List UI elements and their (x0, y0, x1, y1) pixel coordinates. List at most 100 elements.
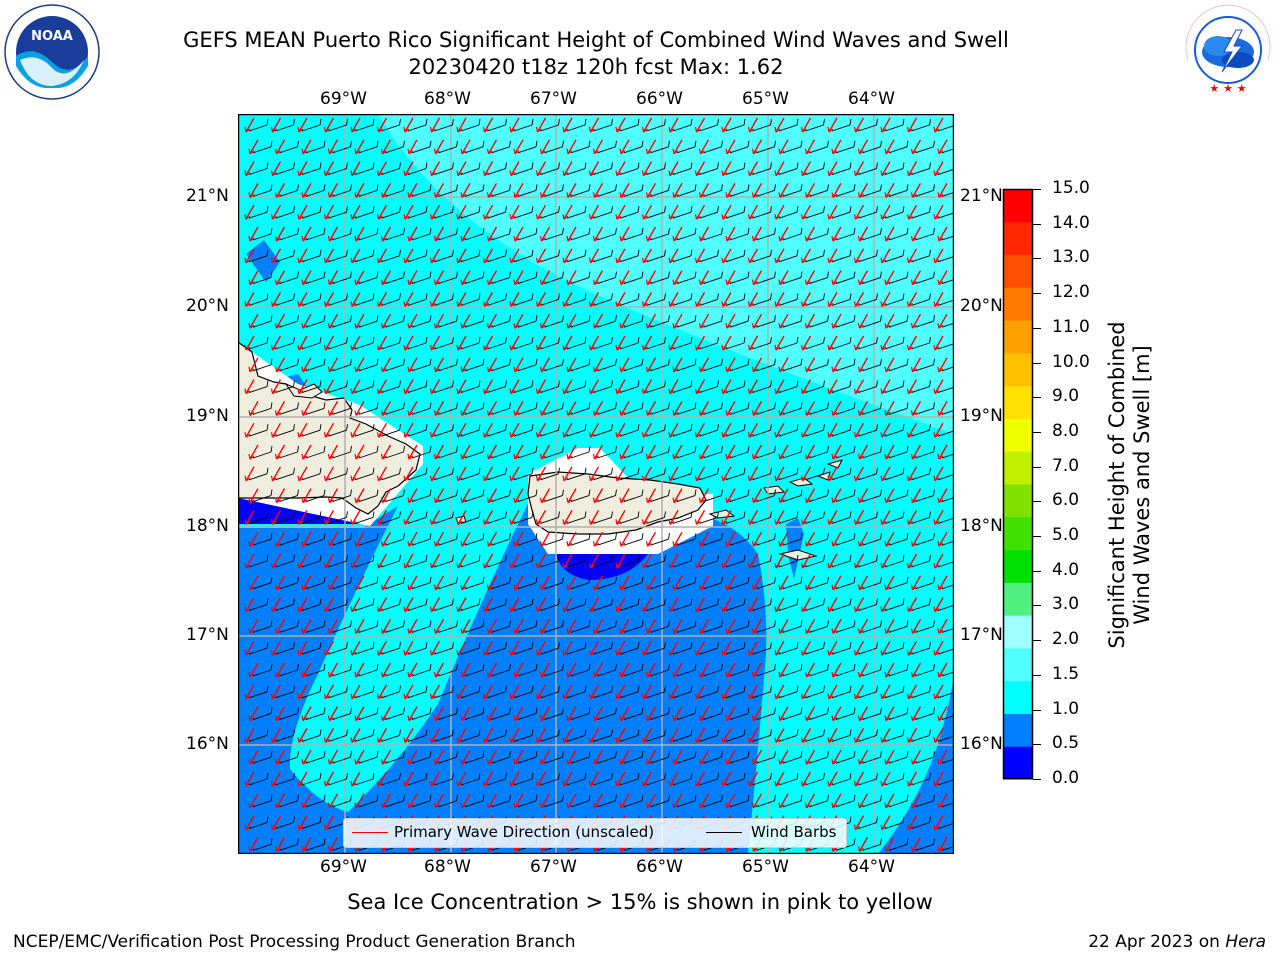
wind-barb (809, 663, 829, 677)
wave-arrowhead (482, 650, 489, 656)
wave-arrowhead (509, 170, 516, 177)
wind-barb (566, 598, 587, 612)
wind-barb (385, 402, 405, 415)
wind-barb (778, 424, 799, 437)
wind-barb (725, 772, 746, 786)
wave-arrowhead (694, 344, 701, 351)
wind-barb (756, 445, 776, 459)
wind-barb (540, 642, 560, 655)
wave-arrowhead (562, 693, 569, 700)
wind-barb (725, 380, 746, 394)
wave-arrowhead (513, 497, 520, 504)
wind-barb (275, 685, 295, 699)
wave-arrow (483, 117, 494, 133)
wave-arrowhead (592, 192, 599, 198)
wave-arrow (616, 422, 626, 438)
wave-arrow (858, 575, 869, 591)
wind-barb (862, 489, 882, 503)
wave-arrowhead (884, 366, 891, 373)
wave-arrowhead (350, 475, 357, 482)
wave-arrow (483, 640, 494, 656)
wave-arrow (616, 771, 626, 787)
wind-barb (487, 162, 507, 176)
wind-barb (275, 598, 295, 612)
wave-arrow (673, 313, 683, 329)
wave-arrowhead (933, 562, 940, 569)
wind-barb (464, 707, 485, 721)
wave-arrow (752, 401, 763, 416)
wave-arrow (483, 466, 494, 482)
wave-arrow (461, 749, 471, 765)
wave-arrowhead (562, 519, 569, 525)
wave-arrowhead (376, 214, 383, 220)
wind-barb (646, 554, 666, 568)
wave-arrow (536, 204, 547, 220)
wind-barb (305, 227, 326, 241)
colorbar-tick-mark (1033, 779, 1041, 780)
wind-barb (888, 140, 909, 154)
wave-arrow (328, 749, 339, 765)
wave-arrowhead (827, 780, 834, 787)
lat-label-left-19n: 19°N (186, 406, 229, 426)
wave-arrowhead (301, 802, 308, 809)
wave-arrowhead (429, 693, 436, 700)
wave-arrow (298, 815, 308, 830)
wind-barb (593, 206, 613, 219)
wind-barb (809, 489, 829, 503)
wave-arrowhead (933, 519, 940, 525)
wave-arrow (881, 422, 891, 438)
wind-barb (513, 293, 534, 306)
wave-arrowhead (323, 650, 330, 656)
wave-arrowhead (800, 344, 807, 351)
wave-arrow (514, 139, 524, 155)
wave-arrow (616, 292, 626, 307)
wave-arrow (805, 488, 816, 503)
wave-arrowhead (588, 214, 595, 220)
wave-arrow (779, 793, 789, 809)
wave-arrowhead (592, 366, 599, 373)
wave-arrowhead (350, 126, 357, 133)
wind-barb (248, 554, 269, 568)
wave-arrow (801, 640, 812, 656)
wave-arrowhead (778, 410, 785, 416)
wave-arrowhead (562, 562, 569, 569)
wind-barb (487, 380, 507, 394)
wind-barb (491, 489, 511, 503)
wave-arrowhead (910, 279, 917, 286)
wave-arrow (726, 706, 736, 721)
wave-arrowhead (615, 737, 622, 743)
wind-barb (888, 663, 909, 677)
wind-barb (381, 293, 401, 306)
wave-arrowhead (486, 671, 493, 678)
wave-arrow (567, 575, 577, 591)
wind-barb (862, 794, 882, 808)
wind-barb (248, 729, 269, 742)
wind-barb (703, 751, 723, 764)
wave-arrow (302, 183, 312, 198)
wave-arrow (249, 837, 259, 852)
wind-barb (275, 729, 295, 742)
wave-arrow (805, 401, 816, 416)
wave-arrowhead (248, 410, 255, 416)
wind-barb (805, 729, 825, 742)
wave-arrow (483, 728, 494, 743)
wind-barb (252, 140, 273, 154)
wave-arrowhead (619, 802, 626, 809)
wind-barb (646, 162, 666, 176)
wave-arrowhead (933, 737, 940, 743)
wave-arrowhead (588, 344, 595, 351)
wave-arrow (377, 684, 388, 700)
wave-arrow (832, 793, 842, 809)
wave-arrow (457, 117, 467, 133)
wind-barb (703, 184, 723, 197)
wind-barb (332, 794, 352, 808)
wave-arrowhead (376, 170, 383, 177)
wind-barb (328, 554, 348, 568)
wave-arrowhead (274, 279, 281, 286)
wind-barb (752, 162, 772, 176)
wave-arrowhead (933, 432, 940, 438)
wind-barb (275, 336, 295, 350)
wave-arrowhead (509, 301, 516, 307)
wave-arrow (328, 575, 339, 591)
wave-arrow (828, 728, 838, 743)
